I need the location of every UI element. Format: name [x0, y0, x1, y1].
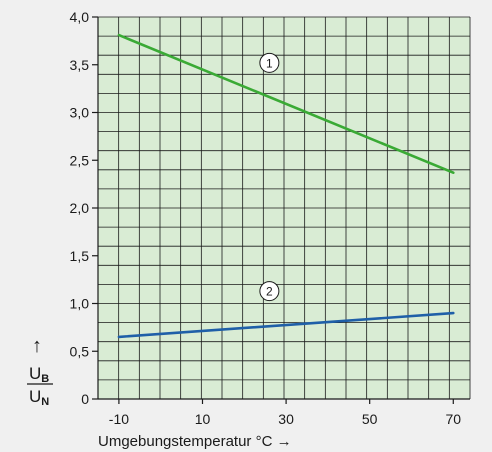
- x-tick-label: 50: [362, 411, 378, 427]
- x-axis-label: Umgebungstemperatur °C →: [98, 433, 292, 450]
- y-tick-label: 0,5: [70, 343, 90, 359]
- x-tick-label: 70: [445, 411, 461, 427]
- y-tick-label: 3,5: [70, 57, 90, 73]
- y-label-numerator: UB: [29, 364, 49, 385]
- y-tick-label: 1,5: [70, 248, 90, 264]
- x-tick-label: 30: [278, 411, 294, 427]
- y-tick-label: 3,0: [70, 105, 90, 121]
- curve-marker-1-circle: [259, 52, 280, 73]
- x-tick-label: -10: [109, 411, 129, 427]
- y-tick-label: 4,0: [70, 9, 90, 25]
- y-tick-label: 2,5: [70, 152, 90, 168]
- series-line-1: [117, 33, 455, 174]
- series-line-2: [117, 311, 455, 339]
- curve-marker-1-label: 1: [266, 56, 273, 70]
- curve-marker-2-circle: [259, 281, 280, 302]
- y-label-denominator: UN: [29, 387, 49, 408]
- y-tick-label: 2,0: [70, 200, 90, 216]
- x-ticks: -10 10 30 50 70: [109, 399, 461, 427]
- y-label-arrow: ↑: [32, 335, 42, 357]
- curve-marker-2-label: 2: [266, 285, 273, 299]
- y-axis-label: ↑ UB UN: [27, 335, 53, 408]
- series: [117, 33, 455, 339]
- x-tick-label: 10: [195, 411, 211, 427]
- y-tick-label: 0: [81, 391, 89, 407]
- series-markers: 12: [259, 52, 280, 302]
- y-tick-label: 1,0: [70, 296, 90, 312]
- y-ticks: 0 0,5 1,0 1,5 2,0 2,5 3,0 3,5 4,0: [70, 9, 98, 407]
- grid: [98, 16, 471, 399]
